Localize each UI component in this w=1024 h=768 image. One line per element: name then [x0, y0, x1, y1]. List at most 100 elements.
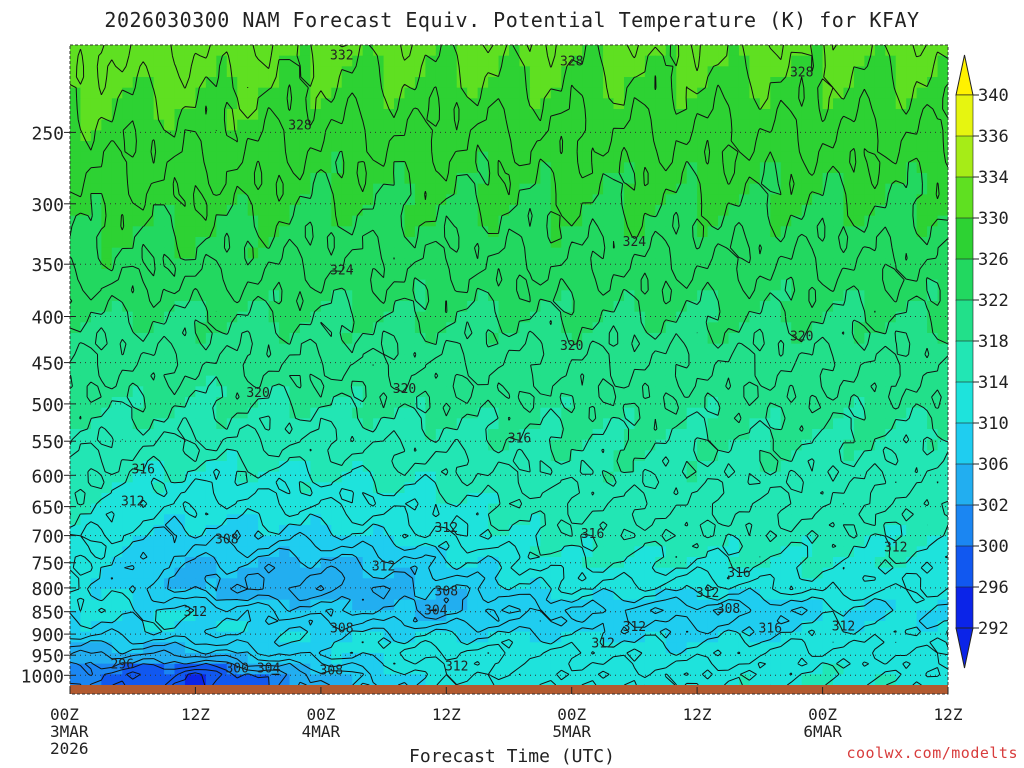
field-cell	[895, 546, 907, 558]
field-cell	[582, 450, 594, 462]
field-cell	[195, 322, 207, 334]
field-cell	[592, 333, 604, 345]
field-cell	[540, 375, 552, 387]
field-cell	[341, 621, 353, 633]
field-cell	[195, 546, 207, 558]
field-cell	[143, 354, 155, 366]
field-cell	[697, 365, 709, 377]
field-cell	[853, 333, 865, 345]
field-cell	[122, 589, 134, 601]
field-cell	[718, 589, 730, 601]
field-cell	[906, 205, 918, 217]
field-cell	[916, 151, 928, 163]
field-cell	[519, 151, 531, 163]
field-cell	[352, 237, 364, 249]
field-cell	[791, 631, 803, 643]
field-cell	[341, 151, 353, 163]
field-cell	[571, 194, 583, 206]
field-cell	[718, 55, 730, 67]
field-cell	[456, 397, 468, 409]
field-cell	[676, 397, 688, 409]
field-cell	[582, 311, 594, 323]
field-cell	[718, 354, 730, 366]
field-cell	[561, 301, 573, 313]
field-cell	[916, 301, 928, 313]
field-cell	[853, 55, 865, 67]
field-cell	[801, 151, 813, 163]
field-cell	[205, 407, 217, 419]
field-cell	[456, 535, 468, 547]
field-cell	[111, 642, 123, 654]
field-cell	[509, 269, 521, 281]
field-cell	[770, 567, 782, 579]
field-cell	[373, 279, 385, 291]
field-cell	[509, 141, 521, 153]
field-cell	[226, 87, 238, 99]
field-cell	[111, 450, 123, 462]
field-cell	[738, 663, 750, 675]
field-cell	[634, 66, 646, 78]
field-cell	[529, 55, 541, 67]
field-cell	[446, 290, 458, 302]
field-cell	[540, 397, 552, 409]
field-cell	[707, 66, 719, 78]
field-cell	[676, 621, 688, 633]
field-cell	[550, 77, 562, 89]
field-cell	[801, 450, 813, 462]
field-cell	[153, 141, 165, 153]
field-cell	[90, 557, 102, 569]
field-cell	[707, 279, 719, 291]
field-cell	[111, 578, 123, 590]
field-cell	[394, 269, 406, 281]
field-cell	[864, 237, 876, 249]
field-cell	[404, 183, 416, 195]
field-cell	[592, 279, 604, 291]
field-cell	[718, 439, 730, 451]
field-cell	[132, 237, 144, 249]
field-cell	[80, 66, 92, 78]
field-cell	[864, 631, 876, 643]
field-cell	[143, 258, 155, 270]
field-cell	[153, 45, 165, 57]
field-cell	[853, 439, 865, 451]
field-cell	[937, 354, 948, 366]
field-cell	[111, 258, 123, 270]
field-cell	[822, 493, 834, 505]
field-cell	[341, 237, 353, 249]
field-cell	[383, 109, 395, 121]
field-cell	[331, 610, 343, 622]
field-cell	[247, 482, 259, 494]
field-cell	[279, 247, 291, 259]
field-cell	[132, 493, 144, 505]
field-cell	[509, 151, 521, 163]
field-cell	[174, 205, 186, 217]
field-cell	[164, 471, 176, 483]
field-cell	[174, 567, 186, 579]
field-cell	[686, 130, 698, 142]
field-cell	[362, 55, 374, 67]
field-cell	[906, 173, 918, 185]
field-cell	[864, 365, 876, 377]
field-cell	[623, 514, 636, 526]
field-cell	[90, 354, 102, 366]
field-cell	[550, 461, 562, 473]
field-cell	[728, 631, 740, 643]
field-cell	[519, 407, 531, 419]
field-cell	[331, 631, 343, 643]
field-cell	[801, 365, 813, 377]
field-cell	[697, 407, 709, 419]
field-cell	[268, 194, 280, 206]
field-cell	[299, 301, 311, 313]
field-cell	[718, 98, 730, 110]
field-cell	[686, 279, 698, 291]
field-cell	[623, 247, 636, 259]
field-cell	[341, 77, 353, 89]
field-cell	[676, 290, 688, 302]
field-cell	[906, 279, 918, 291]
field-cell	[404, 439, 416, 451]
field-cell	[906, 589, 918, 601]
field-cell	[331, 98, 343, 110]
field-cell	[383, 450, 395, 462]
field-cell	[509, 98, 521, 110]
field-cell	[383, 354, 395, 366]
